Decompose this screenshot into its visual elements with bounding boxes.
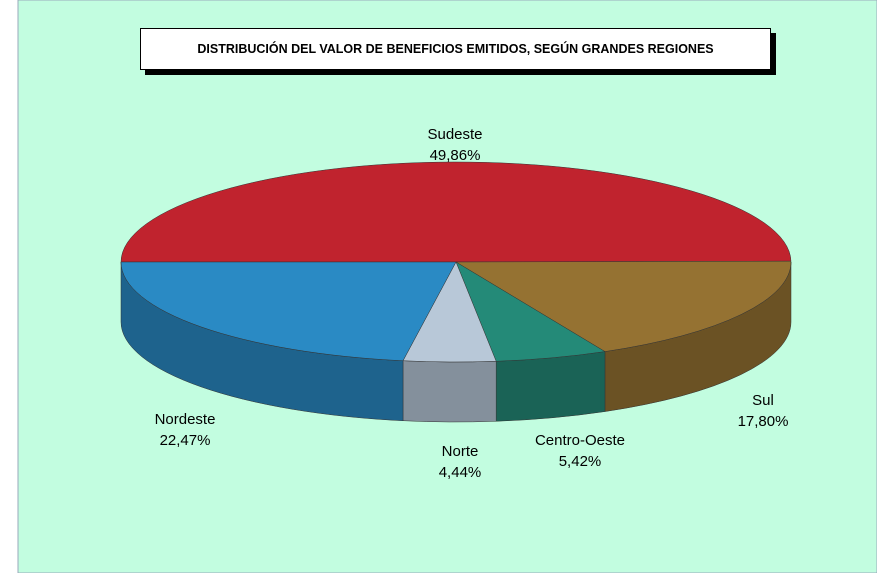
slice-side [495, 351, 606, 422]
slice-value-label: 4,44% [439, 464, 482, 481]
slice-value-label: 5,42% [559, 453, 602, 470]
slice-value-label: 22,47% [160, 432, 211, 449]
slice-side [402, 360, 497, 423]
slice-label: Sudeste [427, 126, 482, 143]
chart-title: DISTRIBUCIÓN DEL VALOR DE BENEFICIOS EMI… [140, 28, 771, 70]
slice-value-label: 17,80% [738, 413, 789, 430]
slice-label: Nordeste [155, 411, 216, 428]
slice-value-label: 49,86% [430, 147, 481, 164]
slice [120, 161, 792, 263]
slice [455, 260, 792, 352]
slice-label: Centro-Oeste [535, 432, 625, 449]
slice-label: Norte [442, 443, 479, 460]
slice [120, 261, 457, 361]
slice-label: Sul [752, 392, 774, 409]
